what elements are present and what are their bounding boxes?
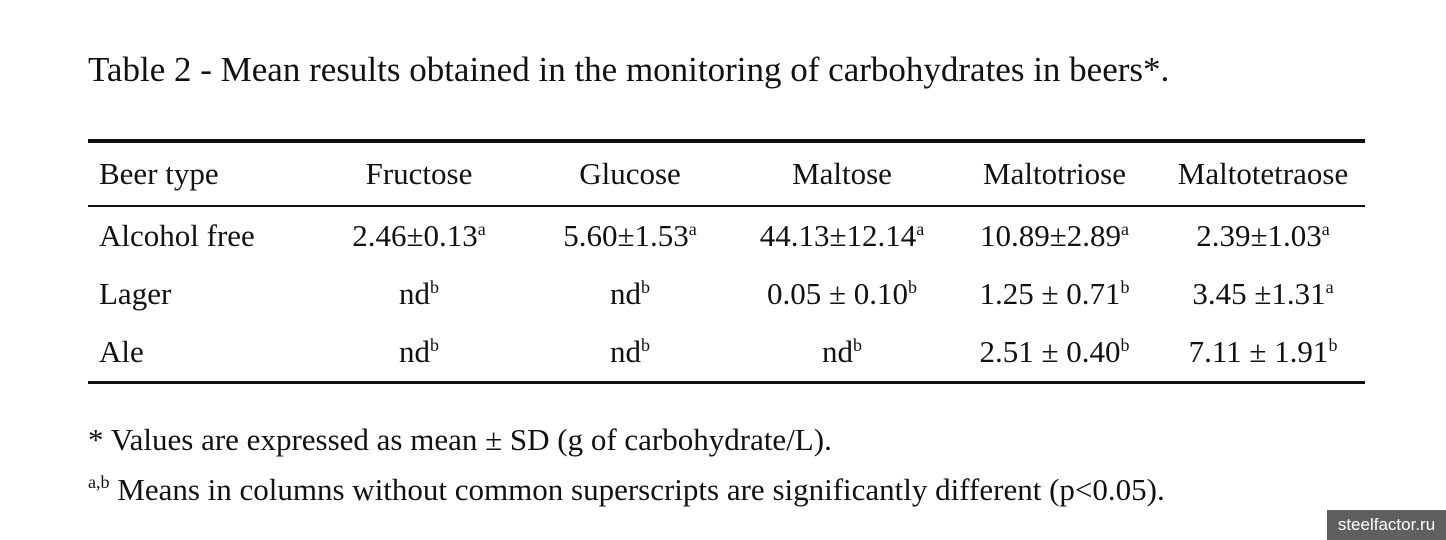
cell-superscript: a: [688, 219, 697, 239]
cell-value: nd: [399, 276, 430, 311]
cell-value: nd: [822, 334, 853, 369]
cell-maltotriose: 2.51 ± 0.40b: [948, 323, 1161, 383]
cell-maltotriose: 1.25 ± 0.71b: [948, 265, 1161, 323]
cell-superscript: a: [1325, 277, 1334, 297]
cell-value: Alcohol free: [99, 218, 255, 253]
cell-fructose: ndb: [314, 265, 524, 323]
cell-glucose: ndb: [524, 323, 736, 383]
table-body: Alcohol free 2.46±0.13a 5.60±1.53a 44.13…: [88, 206, 1365, 383]
cell-maltose: 44.13±12.14a: [736, 206, 948, 265]
carbohydrate-table-container: Beer type Fructose Glucose Maltose Malto…: [88, 139, 1365, 384]
table-row: Alcohol free 2.46±0.13a 5.60±1.53a 44.13…: [88, 206, 1365, 265]
cell-value: 2.46±0.13: [352, 218, 478, 253]
cell-superscript: b: [430, 277, 439, 297]
cell-fructose: 2.46±0.13a: [314, 206, 524, 265]
cell-beer-type: Alcohol free: [88, 206, 314, 265]
header-row: Beer type Fructose Glucose Maltose Malto…: [88, 141, 1365, 206]
footnote-values: * Values are expressed as mean ± SD (g o…: [88, 422, 832, 457]
cell-value: 1.25 ± 0.71: [979, 276, 1121, 311]
cell-value: 10.89±2.89: [979, 218, 1121, 253]
cell-superscript: b: [641, 277, 650, 297]
cell-superscript: b: [853, 335, 862, 355]
cell-superscript: a: [1121, 219, 1129, 239]
cell-value: Lager: [99, 276, 172, 311]
cell-fructose: ndb: [314, 323, 524, 383]
header-beer-type: Beer type: [99, 156, 219, 191]
header-glucose: Glucose: [579, 156, 681, 191]
cell-superscript: a: [477, 219, 486, 239]
cell-value: 5.60±1.53: [563, 218, 689, 253]
table-row: Ale ndb ndb ndb 2.51 ± 0.40b 7.11 ± 1.91…: [88, 323, 1365, 383]
cell-superscript: b: [1328, 335, 1338, 355]
header-maltotriose: Maltotriose: [983, 156, 1126, 191]
cell-glucose: ndb: [524, 265, 736, 323]
cell-maltotetraose: 2.39±1.03a: [1161, 206, 1365, 265]
cell-value: 2.39±1.03: [1196, 218, 1322, 253]
table-header: Beer type Fructose Glucose Maltose Malto…: [88, 141, 1365, 206]
header-maltotetraose: Maltotetraose: [1177, 156, 1349, 191]
cell-superscript: b: [1120, 335, 1130, 355]
table-row: Lager ndb ndb 0.05 ± 0.10b 1.25 ± 0.71b …: [88, 265, 1365, 323]
cell-value: 3.45 ±1.31: [1192, 276, 1326, 311]
cell-glucose: 5.60±1.53a: [524, 206, 736, 265]
watermark-badge: steelfactor.ru: [1327, 510, 1446, 540]
cell-value: Ale: [99, 334, 144, 369]
header-maltose: Maltose: [792, 156, 892, 191]
header-fructose: Fructose: [365, 156, 473, 191]
cell-beer-type: Ale: [88, 323, 314, 383]
table-caption: Table 2 - Mean results obtained in the m…: [88, 50, 1170, 89]
cell-superscript: b: [1120, 277, 1130, 297]
cell-beer-type: Lager: [88, 265, 314, 323]
cell-superscript: a: [1321, 219, 1330, 239]
cell-superscript: b: [430, 335, 439, 355]
table-footnotes: * Values are expressed as mean ± SD (g o…: [88, 418, 1165, 511]
cell-value: 7.11 ± 1.91: [1188, 334, 1329, 369]
carbohydrate-table: Beer type Fructose Glucose Maltose Malto…: [88, 139, 1365, 384]
footnote-significance: a,b Means in columns without common supe…: [88, 461, 1165, 511]
cell-value: nd: [610, 334, 641, 369]
footnote-significance-text: Means in columns without common superscr…: [109, 472, 1165, 507]
cell-value: nd: [399, 334, 430, 369]
cell-maltotetraose: 3.45 ±1.31a: [1161, 265, 1365, 323]
cell-maltose: ndb: [736, 323, 948, 383]
cell-superscript: b: [908, 277, 917, 297]
cell-value: 2.51 ± 0.40: [979, 334, 1121, 369]
cell-maltotriose: 10.89±2.89a: [948, 206, 1161, 265]
cell-maltose: 0.05 ± 0.10b: [736, 265, 948, 323]
cell-superscript: a: [916, 219, 925, 239]
cell-superscript: b: [641, 335, 650, 355]
cell-maltotetraose: 7.11 ± 1.91b: [1161, 323, 1365, 383]
cell-value: 44.13±12.14: [759, 218, 917, 253]
footnote-superscript: a,b: [88, 472, 110, 492]
cell-value: nd: [610, 276, 641, 311]
cell-value: 0.05 ± 0.10: [766, 276, 908, 311]
